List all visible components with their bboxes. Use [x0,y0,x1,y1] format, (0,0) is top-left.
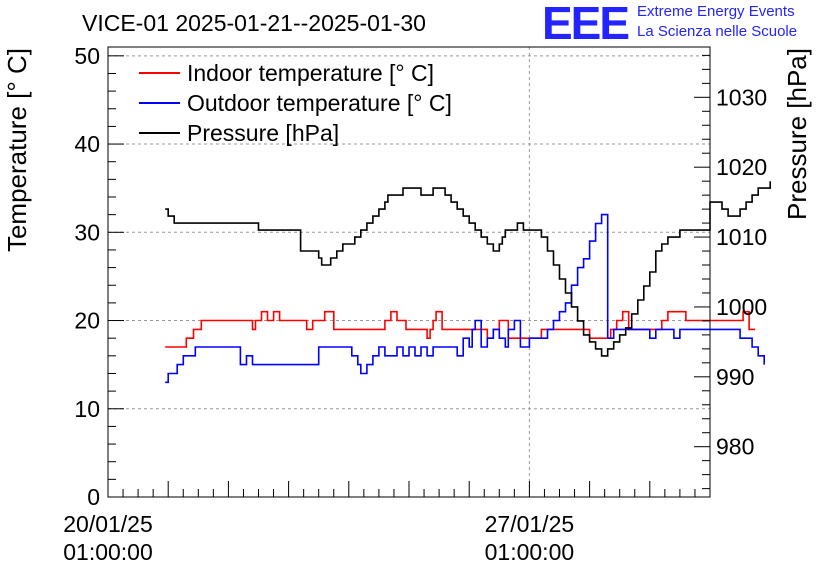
y2-tick-label: 1000 [716,294,767,320]
y-tick-label: 20 [74,308,100,334]
legend-label-2: Pressure [hPa] [187,120,339,146]
x-tick-label-time: 01:00:00 [485,539,575,565]
eee-logo: EEE [542,0,630,49]
legend-label-1: Outdoor temperature [° C] [187,90,452,116]
series-line-1 [165,213,765,384]
y2-tick-label: 1020 [716,154,767,180]
org-name-line2: La Scienza nelle Scuole [637,23,798,40]
y2-tick-label: 990 [716,364,754,390]
y-tick-label: 50 [74,43,100,69]
chart-title: VICE-01 2025-01-21--2025-01-30 [82,10,426,36]
grid-lines [108,47,710,497]
y-tick-label: 10 [74,396,100,422]
y2-tick-label: 1030 [716,84,767,110]
y-tick-label: 0 [87,484,100,510]
y2-axis-label: Pressure [hPa] [782,48,812,220]
y-tick-label: 30 [74,219,100,245]
legend-label-0: Indoor temperature [° C] [187,60,434,86]
series-lines [165,181,771,384]
x-tick-label-date: 20/01/25 [63,511,153,537]
series-line-2 [165,181,771,357]
legend: Indoor temperature [° C] Outdoor temperat… [139,60,452,146]
x-tick-label-date: 27/01/25 [485,511,575,537]
y-tick-label: 40 [74,131,100,157]
y2-tick-label: 980 [716,434,754,460]
y-axis-label: Temperature [° C] [2,48,32,252]
x-tick-label-time: 01:00:00 [63,539,153,565]
y2-tick-label: 1010 [716,224,767,250]
org-name-line1: Extreme Energy Events [637,3,795,20]
